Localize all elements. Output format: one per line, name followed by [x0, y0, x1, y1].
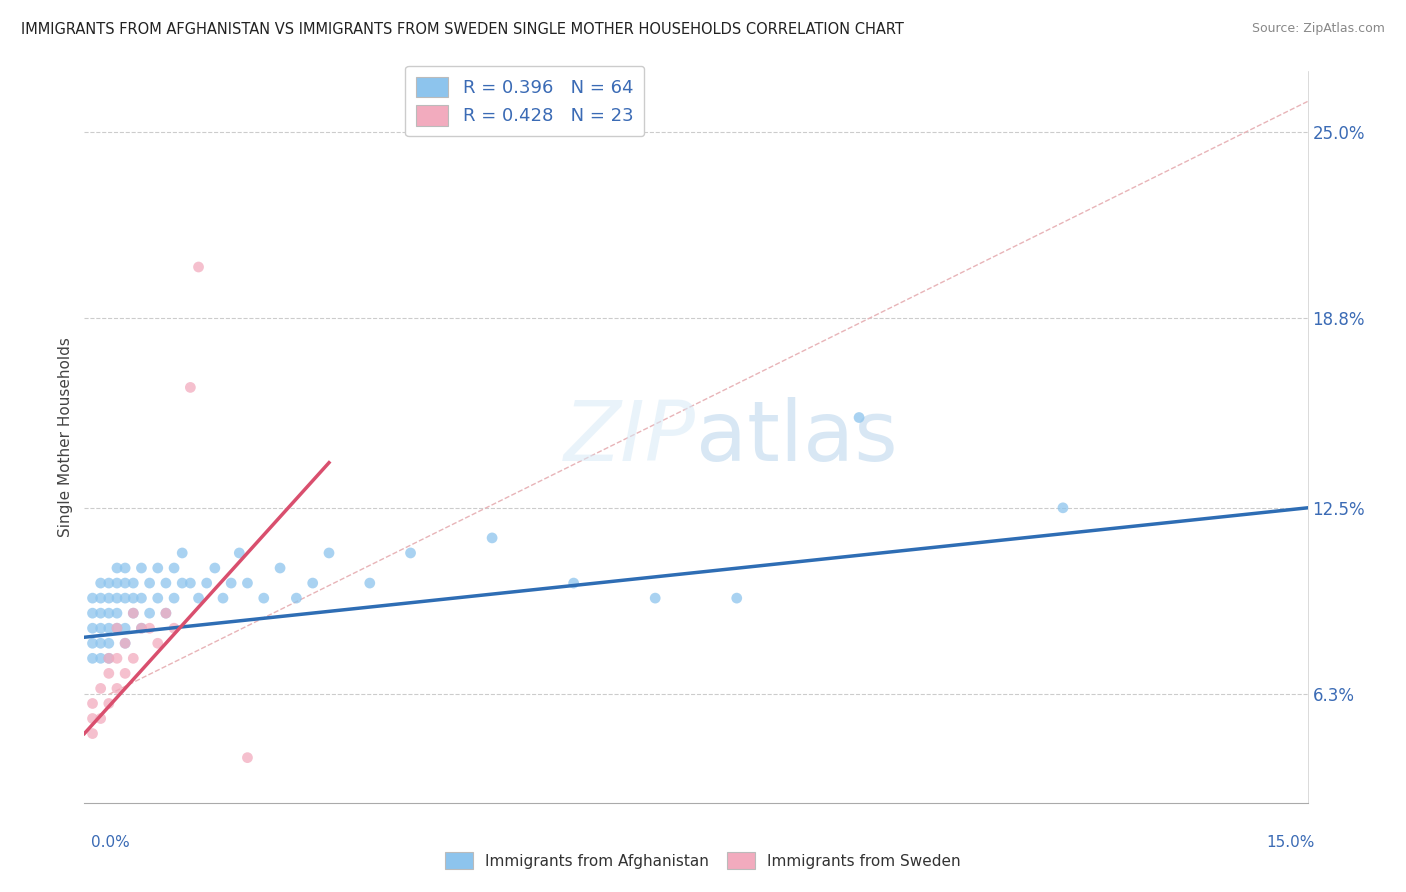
Point	[155, 606, 177, 620]
Point	[562, 576, 585, 591]
Point	[97, 651, 120, 665]
Point	[114, 621, 136, 635]
Point	[82, 712, 104, 726]
Point	[228, 546, 250, 560]
Text: atlas: atlas	[696, 397, 897, 477]
Point	[105, 621, 128, 635]
Point	[301, 576, 323, 591]
Point	[114, 636, 136, 650]
Point	[105, 606, 128, 620]
Point	[195, 576, 218, 591]
Point	[82, 636, 104, 650]
Point	[236, 576, 259, 591]
Point	[90, 681, 112, 696]
Point	[138, 606, 160, 620]
Point	[105, 651, 128, 665]
Point	[90, 636, 112, 650]
Point	[131, 591, 153, 606]
Point	[97, 651, 120, 665]
Point	[131, 621, 153, 635]
Point	[212, 591, 235, 606]
Point	[105, 591, 128, 606]
Point	[204, 561, 226, 575]
Point	[105, 621, 128, 635]
Point	[97, 591, 120, 606]
Point	[90, 606, 112, 620]
Legend: Immigrants from Afghanistan, Immigrants from Sweden: Immigrants from Afghanistan, Immigrants …	[439, 846, 967, 875]
Point	[122, 591, 145, 606]
Point	[90, 651, 112, 665]
Point	[359, 576, 381, 591]
Text: 0.0%: 0.0%	[91, 836, 131, 850]
Point	[187, 591, 209, 606]
Point	[138, 576, 160, 591]
Point	[318, 546, 340, 560]
Point	[253, 591, 276, 606]
Point	[179, 576, 201, 591]
Point	[114, 666, 136, 681]
Point	[82, 726, 104, 740]
Point	[236, 750, 259, 764]
Point	[725, 591, 748, 606]
Point	[97, 606, 120, 620]
Text: ZIP: ZIP	[564, 397, 696, 477]
Point	[146, 636, 169, 650]
Point	[82, 651, 104, 665]
Point	[285, 591, 308, 606]
Point	[105, 681, 128, 696]
Point	[481, 531, 503, 545]
Point	[97, 576, 120, 591]
Point	[97, 697, 120, 711]
Point	[90, 712, 112, 726]
Point	[848, 410, 870, 425]
Point	[179, 380, 201, 394]
Point	[105, 576, 128, 591]
Text: Source: ZipAtlas.com: Source: ZipAtlas.com	[1251, 22, 1385, 36]
Point	[82, 606, 104, 620]
Legend: R = 0.396   N = 64, R = 0.428   N = 23: R = 0.396 N = 64, R = 0.428 N = 23	[405, 66, 644, 136]
Point	[122, 651, 145, 665]
Point	[122, 606, 145, 620]
Point	[219, 576, 242, 591]
Point	[122, 606, 145, 620]
Text: 15.0%: 15.0%	[1267, 836, 1315, 850]
Point	[155, 576, 177, 591]
Point	[97, 666, 120, 681]
Point	[97, 636, 120, 650]
Point	[114, 561, 136, 575]
Point	[90, 621, 112, 635]
Point	[172, 546, 194, 560]
Point	[269, 561, 291, 575]
Text: IMMIGRANTS FROM AFGHANISTAN VS IMMIGRANTS FROM SWEDEN SINGLE MOTHER HOUSEHOLDS C: IMMIGRANTS FROM AFGHANISTAN VS IMMIGRANT…	[21, 22, 904, 37]
Point	[155, 606, 177, 620]
Point	[163, 621, 186, 635]
Point	[138, 621, 160, 635]
Y-axis label: Single Mother Households: Single Mother Households	[58, 337, 73, 537]
Point	[644, 591, 666, 606]
Point	[131, 561, 153, 575]
Point	[82, 697, 104, 711]
Point	[163, 591, 186, 606]
Point	[146, 561, 169, 575]
Point	[105, 561, 128, 575]
Point	[82, 621, 104, 635]
Point	[399, 546, 422, 560]
Point	[172, 576, 194, 591]
Point	[1052, 500, 1074, 515]
Point	[114, 576, 136, 591]
Point	[97, 621, 120, 635]
Point	[122, 576, 145, 591]
Point	[114, 591, 136, 606]
Point	[90, 591, 112, 606]
Point	[146, 591, 169, 606]
Point	[131, 621, 153, 635]
Point	[90, 576, 112, 591]
Point	[163, 561, 186, 575]
Point	[82, 591, 104, 606]
Point	[187, 260, 209, 274]
Point	[114, 636, 136, 650]
